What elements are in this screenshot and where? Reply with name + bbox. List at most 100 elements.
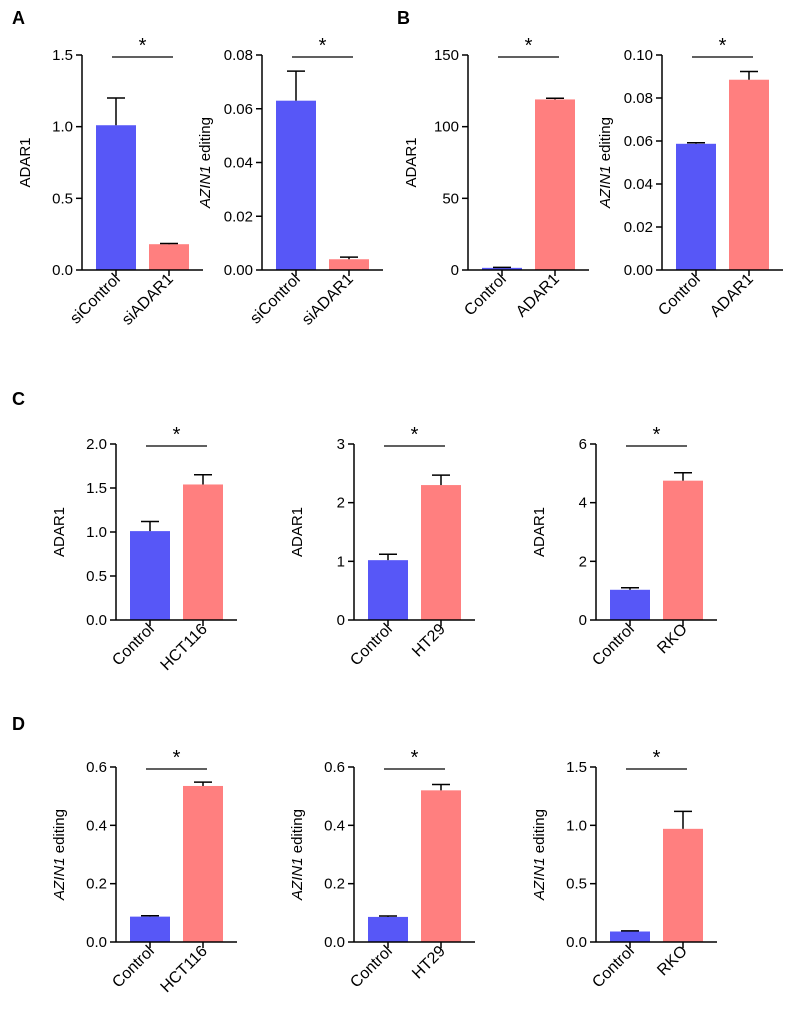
y-tick-label: 0.0: [566, 934, 587, 951]
y-tick-label: 1.5: [86, 480, 107, 497]
x-tick-label-ht29: HT29: [409, 621, 449, 661]
y-tick-label: 0.06: [224, 101, 253, 118]
y-tick-label: 0.02: [624, 219, 653, 236]
panel-letter-d: D: [12, 714, 25, 734]
y-axis-label: ADAR1: [51, 507, 68, 557]
y-tick-label: 2: [337, 495, 345, 512]
bar-control: [368, 916, 408, 942]
bar-control: [482, 267, 522, 270]
y-tick-label: 0.4: [86, 817, 107, 834]
y-tick-label: 0.4: [324, 817, 345, 834]
panel-letter-a: A: [12, 8, 25, 28]
significance-star: *: [411, 747, 419, 769]
x-tick-label-control: Control: [655, 271, 703, 319]
error-bar-siadar1: [340, 256, 358, 260]
significance-star: *: [411, 424, 419, 446]
y-axis-label: AZIN1 editing: [531, 809, 548, 901]
chart-5: 0.0 0.5 1.0 1.5 2.0 Control HCT116 ADAR1 *: [51, 424, 237, 674]
y-axis-label: ADAR1: [289, 507, 306, 557]
y-axis-label: AZIN1 editing: [289, 809, 306, 901]
panel-letter-b: B: [397, 8, 410, 28]
x-tick-label-control: Control: [589, 621, 637, 669]
y-tick-label: 1.0: [566, 817, 587, 834]
y-tick-label: 0.6: [86, 759, 107, 776]
y-axis-label: AZIN1 editing: [51, 809, 68, 901]
error-bar-control: [687, 141, 705, 144]
y-tick-label: 1.0: [86, 524, 107, 541]
y-tick-label: 100: [434, 119, 459, 136]
y-axis-label: AZIN1 editing: [597, 117, 614, 209]
significance-star: *: [653, 747, 661, 769]
x-tick-label-siadar1: siADAR1: [299, 271, 357, 329]
y-axis-label: ADAR1: [403, 137, 420, 187]
y-tick-label: 0: [337, 612, 345, 629]
error-bar-ht29: [432, 783, 450, 791]
bar-control: [610, 589, 650, 620]
error-bar-control: [621, 586, 639, 590]
significance-star: *: [139, 35, 147, 57]
y-axis-label: AZIN1 editing: [197, 117, 214, 209]
x-tick-label-control: Control: [109, 621, 157, 669]
y-tick-label: 0.00: [624, 262, 653, 279]
x-tick-label-adar1: ADAR1: [513, 271, 563, 321]
x-tick-label-adar1: ADAR1: [707, 271, 757, 321]
y-tick-label: 0: [451, 262, 459, 279]
y-tick-label: 0.6: [324, 759, 345, 776]
y-tick-label: 1: [337, 553, 345, 570]
y-axis-label: ADAR1: [17, 137, 34, 187]
y-tick-label: 6: [579, 436, 587, 453]
error-bar-siadar1: [160, 242, 178, 245]
bar-ht29: [421, 790, 461, 942]
x-tick-label-control: Control: [347, 621, 395, 669]
y-tick-label: 0.5: [566, 876, 587, 893]
y-tick-label: 0.10: [624, 47, 653, 64]
significance-star: *: [525, 35, 533, 57]
chart-6: 0 1 2 3 Control HT29 ADAR1 *: [289, 424, 475, 669]
error-bar-adar1: [740, 70, 758, 80]
significance-star: *: [719, 35, 727, 57]
y-tick-label: 2: [579, 553, 587, 570]
bar-siadar1: [329, 259, 369, 270]
x-tick-label-sicontrol: siControl: [247, 271, 304, 328]
y-tick-label: 0.00: [224, 262, 253, 279]
error-bar-hct116: [194, 474, 212, 485]
error-bar-rko: [674, 810, 692, 829]
error-bar-hct116: [194, 781, 212, 786]
y-tick-label: 1.0: [52, 119, 73, 136]
chart-4: 0.00 0.02 0.04 0.06 0.08 0.10 Control ADAR1 AZIN…: [597, 35, 783, 321]
bar-siadar1: [149, 244, 189, 270]
error-bar-control: [379, 915, 397, 917]
y-tick-label: 2.0: [86, 436, 107, 453]
x-tick-label-ht29: HT29: [409, 943, 449, 983]
y-tick-label: 0.08: [624, 90, 653, 107]
y-tick-label: 0.0: [86, 934, 107, 951]
x-tick-label-sicontrol: siControl: [67, 271, 124, 328]
x-tick-label-hct116: HCT116: [158, 621, 211, 674]
error-bar-sicontrol: [287, 70, 305, 101]
bar-hct116: [183, 785, 223, 942]
chart-9: 0.0 0.2 0.4 0.6 Control HT29 AZIN1 editing *: [289, 747, 475, 991]
error-bar-adar1: [546, 97, 564, 100]
bar-control: [130, 916, 170, 942]
y-tick-label: 4: [579, 495, 587, 512]
bar-adar1: [535, 99, 575, 270]
x-tick-label-control: Control: [589, 943, 637, 991]
bar-control: [368, 560, 408, 620]
y-tick-label: 0.02: [224, 208, 253, 225]
x-tick-label-siadar1: siADAR1: [119, 271, 177, 329]
bar-sicontrol: [96, 125, 136, 270]
y-tick-label: 0.5: [52, 190, 73, 207]
bar-control: [610, 931, 650, 942]
panel-letter-c: C: [12, 389, 25, 409]
y-tick-label: 1.5: [52, 47, 73, 64]
bar-rko: [663, 828, 703, 942]
y-tick-label: 0.04: [224, 155, 253, 172]
y-tick-label: 3: [337, 436, 345, 453]
y-tick-label: 0: [579, 612, 587, 629]
error-bar-control: [621, 930, 639, 932]
significance-star: *: [319, 35, 327, 57]
y-tick-label: 0.06: [624, 133, 653, 150]
y-tick-label: 0.5: [86, 568, 107, 585]
error-bar-control: [379, 553, 397, 561]
